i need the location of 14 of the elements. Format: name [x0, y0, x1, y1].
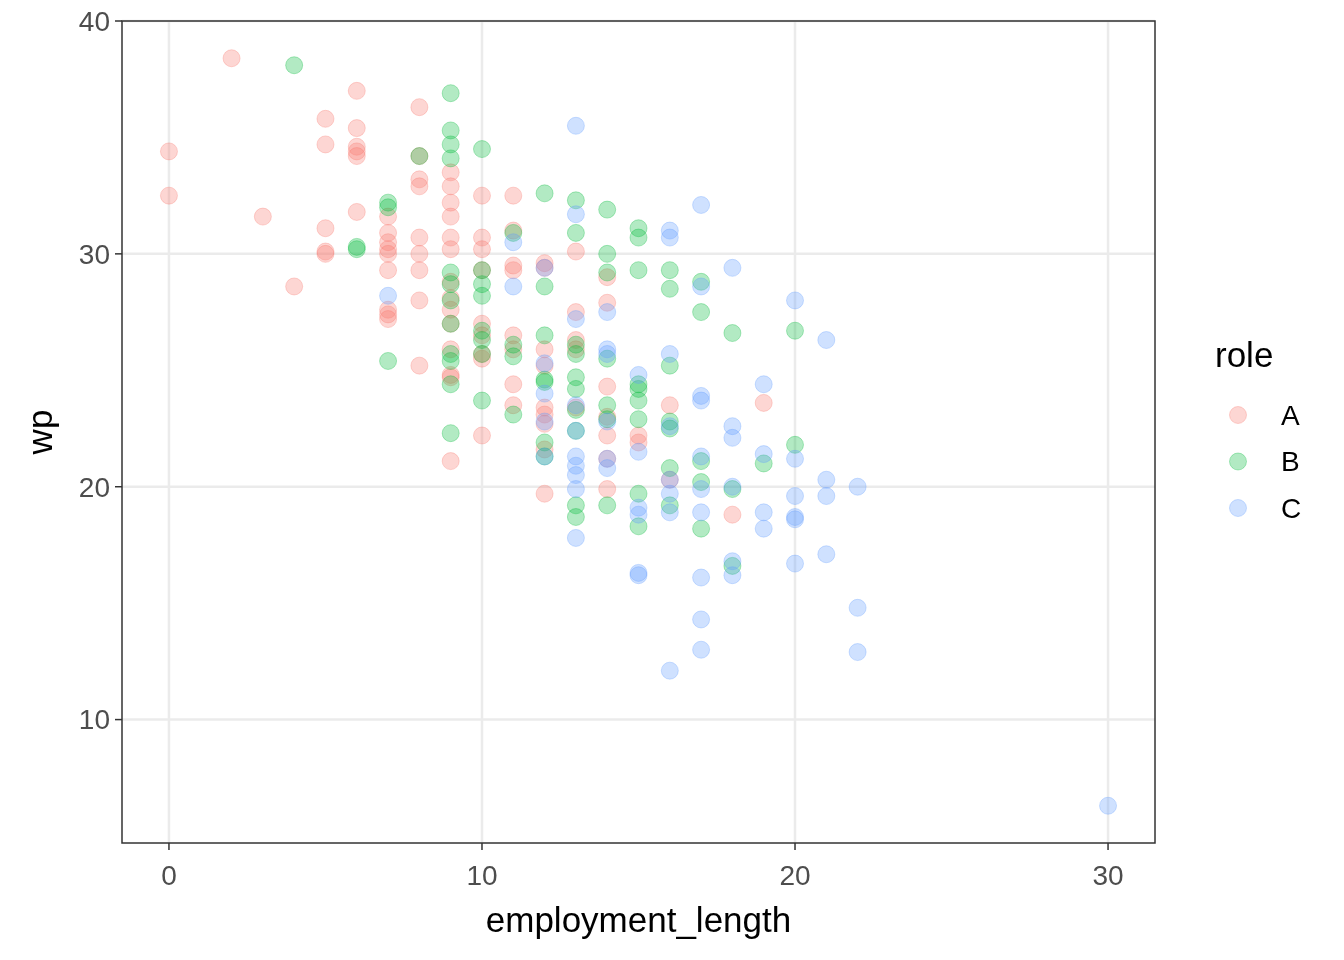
x-tick-label: 0 — [161, 860, 177, 891]
y-axis-title: wp — [20, 409, 59, 456]
legend-label: B — [1281, 446, 1300, 478]
x-tick-label: 10 — [466, 860, 498, 891]
legend-label: A — [1281, 399, 1300, 431]
x-axis-title: employment_length — [485, 900, 792, 939]
y-tick-label: 30 — [78, 238, 110, 270]
legend-title: role — [1215, 335, 1274, 374]
y-tick-label: 10 — [78, 704, 110, 736]
legend-label: C — [1281, 492, 1302, 524]
y-tick-label: 40 — [78, 5, 110, 37]
y-tick-label: 20 — [78, 471, 110, 503]
x-tick-label: 20 — [779, 860, 811, 891]
x-tick-label: 30 — [1092, 860, 1124, 891]
